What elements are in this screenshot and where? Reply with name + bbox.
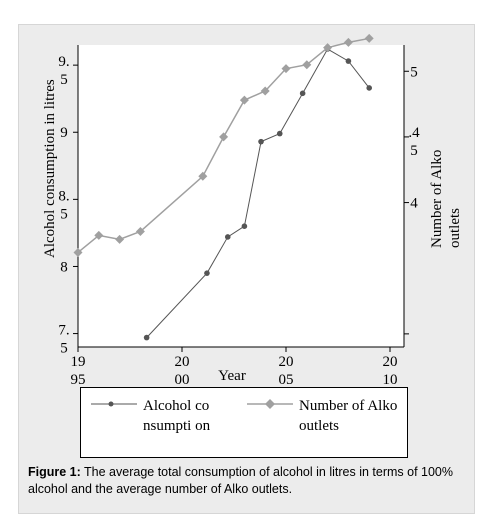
x-axis-label: Year — [218, 368, 246, 384]
data-point-outlets — [73, 247, 83, 257]
data-point-alcohol — [241, 223, 248, 229]
x-tick-label: 19 95 — [71, 354, 86, 388]
right-ticks: 4 .4 5 5 — [404, 64, 420, 335]
data-point-outlets — [198, 171, 208, 181]
x-tick-label: 20 10 — [383, 354, 398, 388]
left-tick-label: 9 — [60, 125, 68, 141]
legend-outlets-marker — [265, 399, 275, 409]
left-ticks: 7. 5 8 8. 5 9 9. 5 — [58, 54, 78, 357]
right-axis-label: Number of Alko outlets — [429, 149, 463, 248]
data-point-outlets — [343, 37, 353, 47]
figure-caption: Figure 1: The average total consumption … — [28, 464, 468, 498]
legend: Alcohol consumpti on Number of Alko outl… — [80, 387, 408, 458]
data-point-outlets — [115, 234, 125, 244]
data-point-outlets — [323, 43, 333, 53]
legend-outlets-label: Number of Alko outlets — [299, 398, 398, 434]
data-point-alcohol — [143, 334, 150, 341]
data-point-outlets — [364, 33, 374, 43]
left-tick-label: 9. 5 — [58, 54, 69, 88]
left-axis-label: Alcohol consumption in litres — [42, 79, 58, 258]
data-point-outlets — [135, 226, 145, 236]
left-tick-label: 8 — [60, 259, 68, 275]
data-point-outlets — [239, 95, 249, 105]
x-tick-label: 20 00 — [175, 354, 190, 388]
data-point-outlets — [219, 132, 229, 142]
legend-alcohol-label: Alcohol consumpti on — [143, 398, 211, 434]
x-tick-label: 20 05 — [279, 354, 294, 388]
right-tick-label: 5 — [410, 64, 418, 80]
series-line-0 — [146, 48, 370, 338]
caption-label: Figure 1: — [28, 465, 81, 479]
data-point-alcohol — [204, 270, 210, 276]
data-point-outlets — [302, 60, 312, 70]
data-point-alcohol — [224, 234, 231, 240]
data-point-alcohol — [299, 90, 306, 97]
data-point-alcohol — [366, 85, 373, 91]
right-tick-label: 4 — [410, 196, 418, 212]
left-tick-label: 8. 5 — [58, 188, 69, 222]
legend-alcohol-marker — [108, 401, 114, 407]
x-ticks: 19 95 20 00 20 05 20 10 — [71, 347, 398, 388]
data-point-alcohol — [258, 138, 264, 145]
left-tick-label: 7. 5 — [58, 323, 69, 357]
right-tick-label: .4 5 — [408, 125, 420, 159]
data-point-outlets — [260, 86, 270, 96]
series-group — [73, 33, 374, 341]
legend-symbols — [91, 399, 293, 409]
data-point-alcohol — [345, 58, 352, 64]
data-point-outlets — [281, 64, 291, 74]
caption-text: The average total consumption of alcohol… — [28, 465, 453, 496]
data-point-outlets — [94, 230, 104, 240]
data-point-alcohol — [276, 130, 283, 137]
plot-area — [78, 45, 404, 347]
